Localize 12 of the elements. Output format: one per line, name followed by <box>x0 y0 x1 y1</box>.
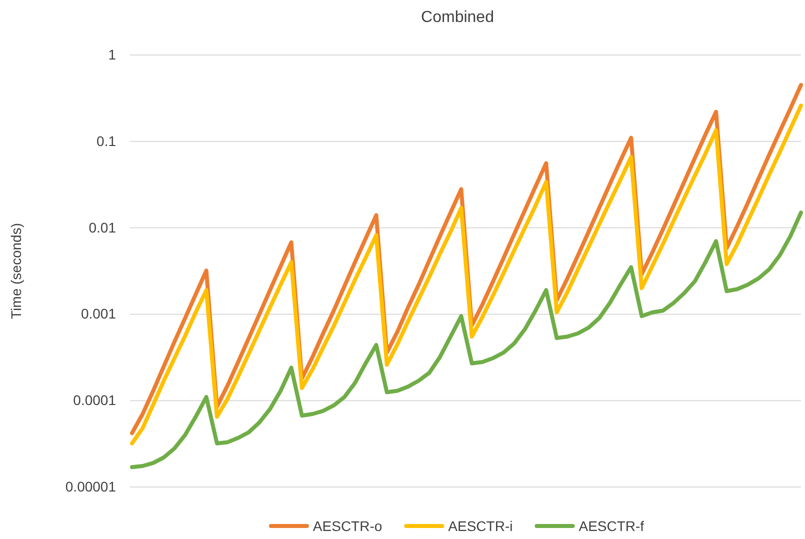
line-series <box>130 210 803 470</box>
y-tick-label: 0.1 <box>96 132 116 149</box>
chart-title: Combined <box>421 9 494 26</box>
y-tick-label: 0.001 <box>80 306 116 322</box>
legend-label: AESCTR-i <box>448 518 513 534</box>
legend-label: AESCTR-o <box>312 518 382 534</box>
y-tick-label: 0.00001 <box>65 478 116 494</box>
legend-label: AESCTR-f <box>578 518 644 534</box>
y-tick-label: 0.01 <box>88 219 116 236</box>
y-axis-title: Time (seconds) <box>8 223 24 319</box>
y-tick-label: 0.0001 <box>73 392 116 408</box>
y-tick-label: 1 <box>108 46 116 62</box>
